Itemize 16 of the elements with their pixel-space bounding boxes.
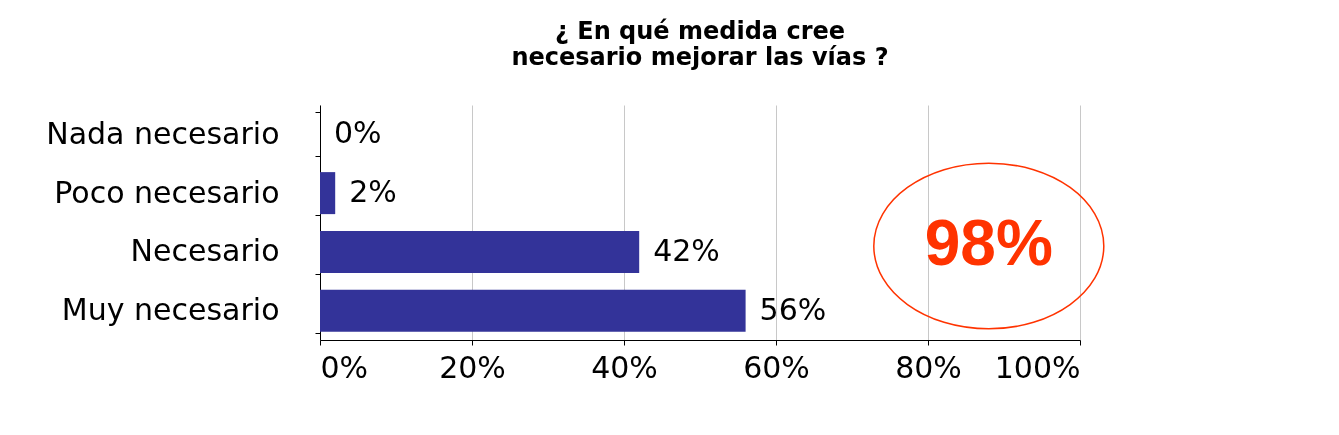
data-label: 56% bbox=[759, 291, 827, 327]
y-tick-label: Nada necesario bbox=[46, 115, 280, 151]
x-tick-label: 100% bbox=[994, 349, 1081, 385]
x-tick-label: 80% bbox=[895, 349, 962, 385]
data-label: 0% bbox=[334, 115, 382, 151]
y-tick-label: Necesario bbox=[130, 233, 280, 269]
x-tick-label: 40% bbox=[591, 349, 658, 385]
annotation: 98% bbox=[924, 207, 1053, 279]
data-label: 2% bbox=[349, 174, 397, 210]
x-tick-label: 0% bbox=[320, 349, 369, 385]
y-tick-label: Muy necesario bbox=[61, 292, 280, 328]
x-tick-label: 20% bbox=[439, 349, 506, 385]
x-tick-label: 60% bbox=[743, 349, 810, 385]
data-label: 42% bbox=[653, 232, 720, 268]
y-tick-label: Poco necesario bbox=[54, 174, 280, 210]
chart-title: ¿ En qué medida cree necesario mejorar las vías ? bbox=[511, 17, 889, 71]
